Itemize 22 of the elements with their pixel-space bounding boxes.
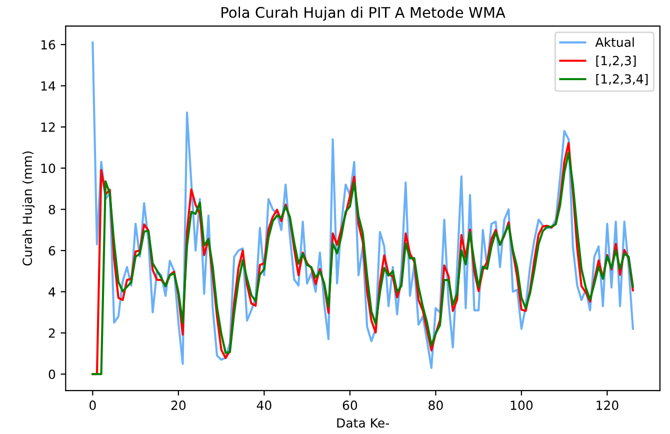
x-tick-label: 0: [90, 400, 96, 410]
legend-label: [1,2,3]: [596, 56, 636, 67]
x-tick-label: 60: [342, 400, 358, 410]
y-tick-label: 6: [48, 246, 56, 256]
legend-label: [1,2,3,4]: [596, 74, 648, 86]
x-tick-label: 40: [256, 400, 272, 410]
x-tick-label: 20: [171, 400, 186, 410]
y-tick-label: 16: [41, 40, 56, 50]
chart-title: Pola Curah Hujan di PIT A Metode WMA: [222, 6, 506, 21]
y-tick-label: 10: [41, 164, 56, 174]
x-tick-label: 120: [596, 400, 618, 410]
y-tick-label: 14: [41, 81, 56, 91]
y-tick-label: 12: [41, 122, 55, 132]
x-axis-title: Data Ke-: [337, 418, 389, 428]
legend-label: Aktual: [595, 37, 634, 47]
x-tick-label: 100: [510, 400, 533, 410]
x-tick-label: 80: [428, 400, 443, 410]
y-tick-label: 4: [48, 287, 56, 296]
y-tick-label: 2: [48, 328, 55, 338]
y-tick-label: 0: [48, 370, 56, 380]
y-tick-label: 8: [48, 204, 56, 214]
y-axis-title: Curah Hujan (mm): [22, 151, 34, 266]
